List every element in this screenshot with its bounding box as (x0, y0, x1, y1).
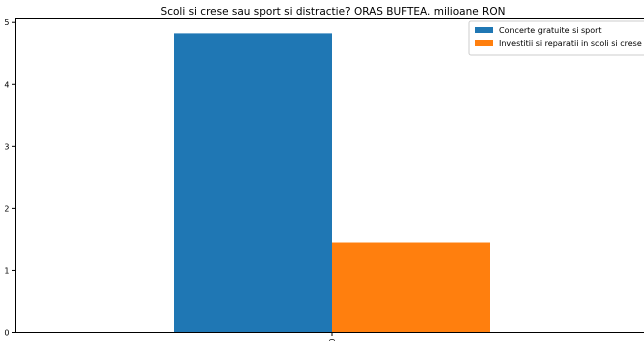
plot-frame (15, 18, 644, 333)
bars (174, 33, 490, 333)
y-tick-label: 5 (4, 18, 9, 27)
x-tick-label: 0 (328, 339, 337, 341)
legend-swatch (475, 27, 493, 33)
y-tick-label: 0 (4, 329, 9, 338)
legend: Concerte gratuite si sport Investitii si … (468, 20, 644, 56)
y-tick-label: 4 (4, 80, 9, 89)
y-tick-label: 1 (4, 266, 9, 275)
y-axis: 0 1 2 3 4 5 (4, 18, 16, 338)
x-axis: 0 (328, 332, 337, 341)
chart-title: Scoli si crese sau sport si distractie? … (161, 6, 506, 18)
bar-investitii-scoli (332, 242, 490, 333)
legend-box (468, 20, 644, 56)
legend-swatch (475, 40, 493, 46)
y-tick-label: 2 (4, 204, 9, 213)
legend-label: Concerte gratuite si sport (499, 26, 602, 35)
legend-label: Investitii si reparatii in scoli si cres… (499, 39, 642, 48)
y-tick-label: 3 (4, 142, 9, 151)
bar-concerte-sport (174, 33, 332, 333)
